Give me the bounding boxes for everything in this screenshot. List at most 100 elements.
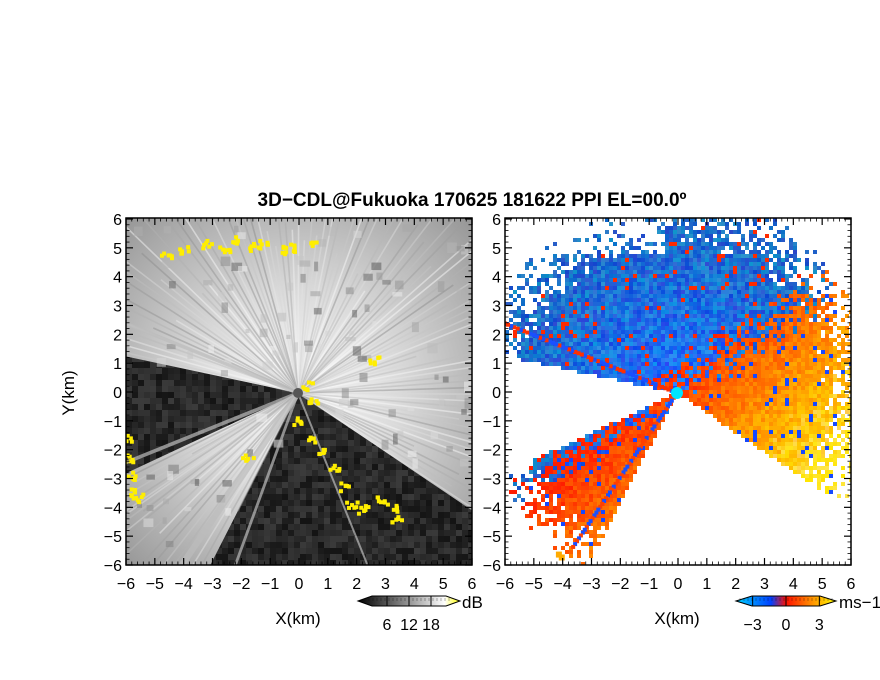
velocity-cell [585,454,589,458]
velocity-cell [553,350,557,354]
velocity-cell [573,354,577,358]
noise-cell [342,500,348,506]
noise-cell [366,488,372,494]
velocity-cell [565,322,569,326]
velocity-cell [533,498,537,502]
echo-blob [382,279,391,285]
noise-cell [456,500,462,506]
x-tick-label: −1 [261,576,279,593]
velocity-cell [573,334,577,338]
velocity-cell [557,466,561,470]
velocity-cell [589,466,593,470]
velocity-cell [569,326,573,330]
velocity-cell [589,302,593,306]
velocity-cell [517,294,521,298]
noise-cell [222,386,228,392]
noise-cell [318,464,324,470]
echo-streak [277,218,299,394]
echo-blob [245,328,250,334]
noise-cell [162,386,168,392]
velocity-cell [541,346,545,350]
velocity-cell [569,466,573,470]
edge-pixel [282,252,287,257]
noise-cell [276,494,282,500]
velocity-cell [549,466,553,470]
velocity-cell [569,490,573,494]
velocity-cell [565,262,569,266]
y-tick-label: 0 [113,385,122,402]
edge-pixel [310,243,315,248]
velocity-cell [581,342,585,346]
velocity-cell [549,506,553,510]
velocity-cell [549,354,553,358]
noise-cell [414,542,420,548]
velocity-cell [569,322,573,326]
edge-pixel [306,380,311,385]
noise-cell [192,404,198,410]
x-tick-label: −5 [146,576,164,593]
echo-streak [126,270,299,394]
echo-blob [238,265,248,272]
noise-cell [258,392,264,398]
backscatter-echo-edge [126,235,405,525]
noise-cell [258,530,264,536]
noise-cell [408,482,414,488]
noise-cell [252,482,258,488]
noise-cell [366,500,372,506]
velocity-cell [577,502,581,506]
velocity-cell [533,310,537,314]
velocity-cell [569,318,573,322]
velocity-cell [545,282,549,286]
noise-cell [426,518,432,524]
noise-cell [288,536,294,542]
noise-cell [318,554,324,560]
noise-cell [324,536,330,542]
velocity-cell [557,306,561,310]
noise-cell [372,530,378,536]
velocity-cell [589,258,593,262]
velocity-cell [585,482,589,486]
velocity-cell [585,446,589,450]
velocity-cell [597,334,601,338]
noise-cell [438,542,444,548]
velocity-cell [581,270,585,274]
velocity-cell [589,542,593,546]
echo-streak [297,280,472,394]
noise-cell [354,452,360,458]
velocity-cell [525,338,529,342]
velocity-cell [577,514,581,518]
noise-cell [450,512,456,518]
velocity-cell [565,338,569,342]
echo-blob [139,584,146,592]
noise-cell [360,488,366,494]
velocity-cell [549,462,553,466]
velocity-cell [561,318,565,322]
velocity-cell [573,270,577,274]
edge-pixel [331,466,336,471]
velocity-cell [561,466,565,470]
velocity-cell [593,270,597,274]
echo-streak [139,392,299,565]
noise-cell [372,548,378,554]
velocity-cell [565,254,569,258]
edge-pixel [372,360,377,365]
noise-cell [234,392,240,398]
noise-cell [210,392,216,398]
y-tick-label: −3 [104,472,122,489]
velocity-cell [565,278,569,282]
noise-cell [402,482,408,488]
velocity-cell [533,346,537,350]
echo-blob [85,533,95,539]
echo-blob [469,299,472,307]
edge-pixel [232,240,237,245]
velocity-cell [577,482,581,486]
noise-cell [324,452,330,458]
velocity-cell [541,314,545,318]
noise-cell [342,476,348,482]
velocity-cell [577,522,581,526]
noise-cell [360,536,366,542]
noise-cell [288,452,294,458]
noise-cell [126,368,132,374]
noise-cell [426,512,432,518]
noise-cell [288,518,294,524]
